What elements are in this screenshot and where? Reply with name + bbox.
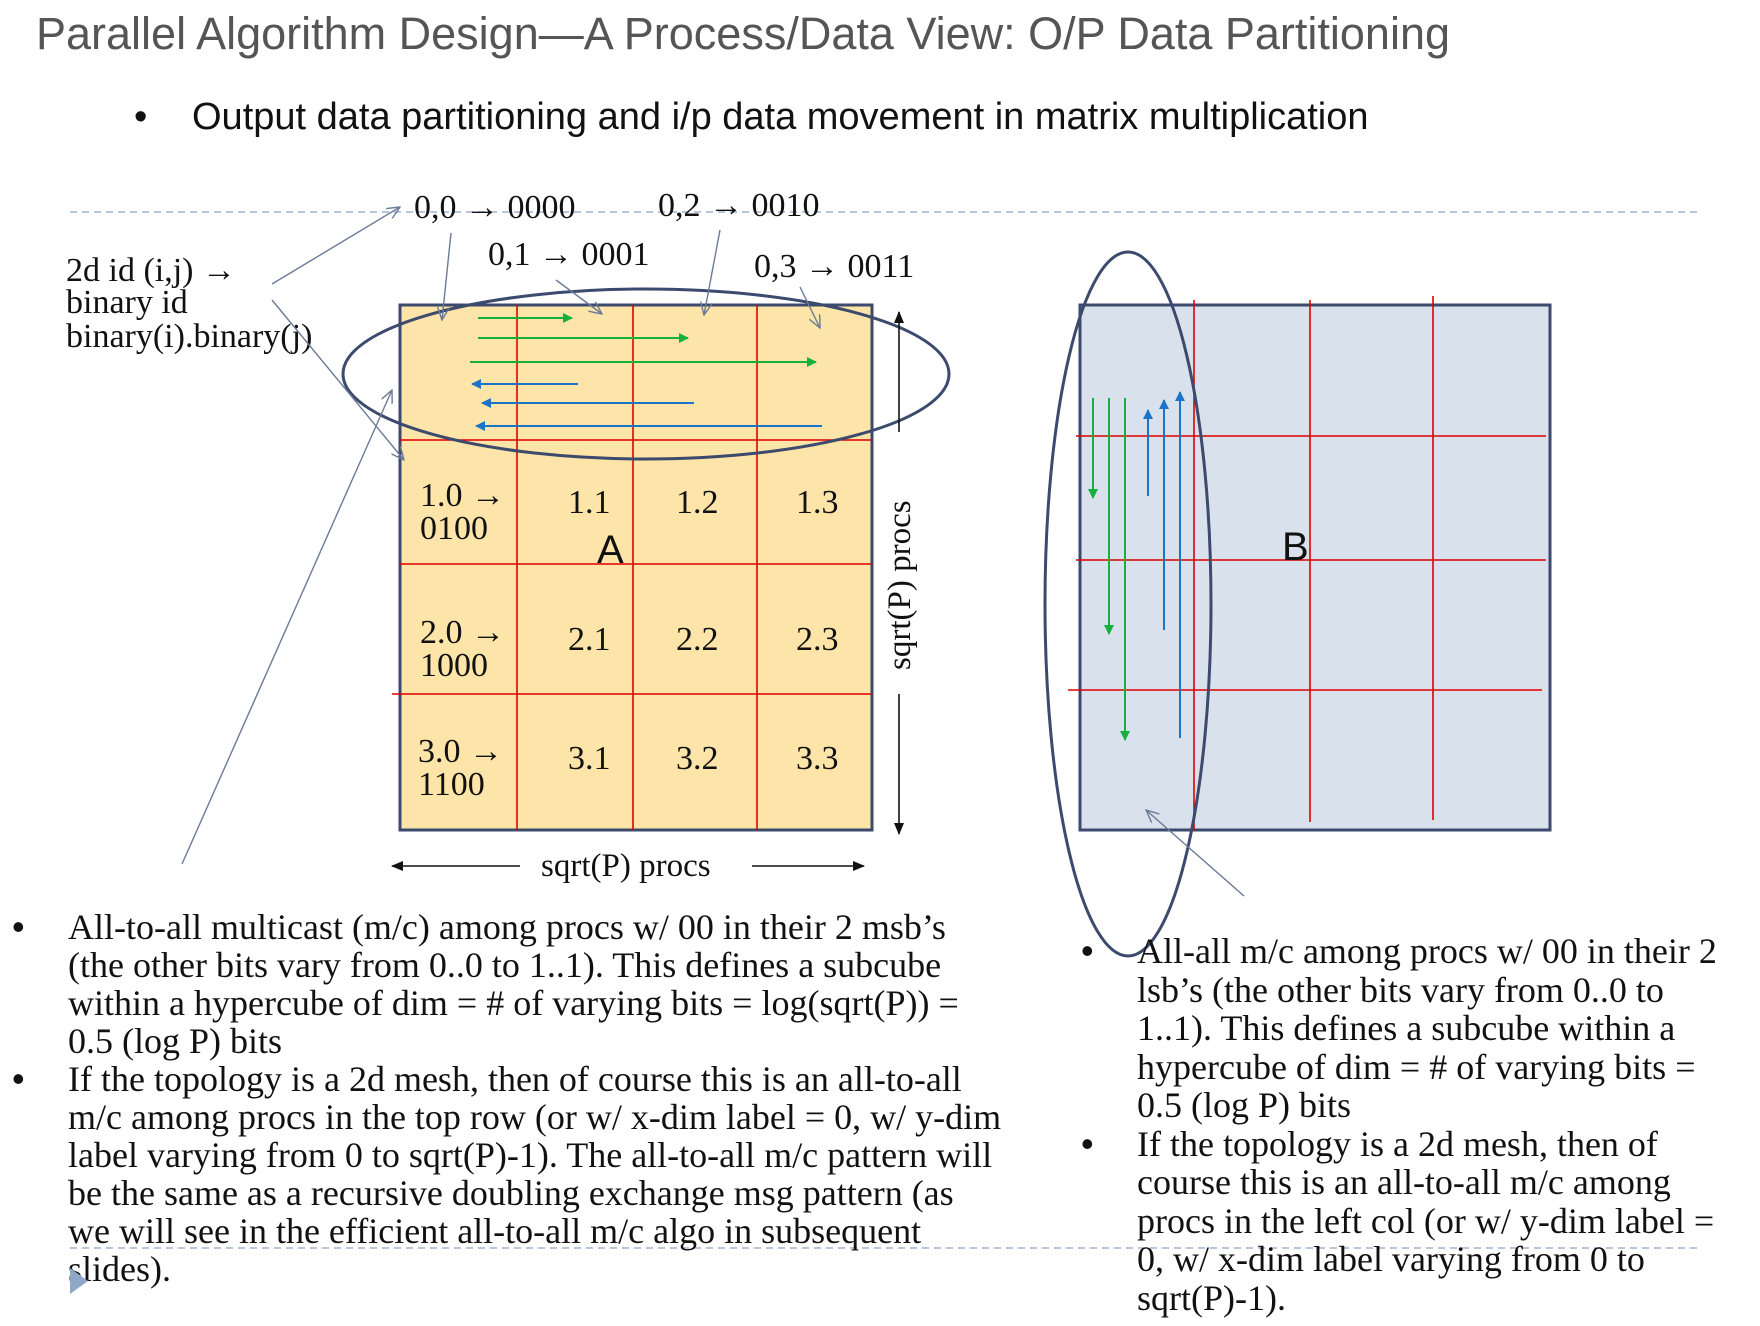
top-label-03: 0,3 → 0011: [754, 248, 914, 285]
callout-arrow: [704, 229, 721, 315]
bullet-dot: •: [1081, 1122, 1094, 1164]
cell-1-2: 1.2: [676, 484, 719, 521]
column-exchange-arrows: [1088, 391, 1185, 741]
callout-arrow: [799, 286, 820, 328]
callout-arrow: [271, 207, 400, 285]
left-bullet-text: All-to-all multicast (m/c) among procs w…: [68, 907, 959, 1061]
id-mapping-line: 2d id (i,j) →: [66, 252, 236, 289]
cell-binary-id: 0100: [420, 510, 488, 547]
vertical-dimension: sqrt(P) procs: [882, 311, 918, 835]
cell-3-2: 3.2: [676, 740, 719, 777]
cell-1-3: 1.3: [796, 484, 839, 521]
vertical-axis-label: sqrt(P) procs: [882, 500, 918, 670]
bullet-dot: •: [1081, 930, 1094, 971]
callout-arrow: [442, 232, 452, 320]
cell-binary-id: 1100: [418, 766, 485, 803]
right-bullet-text: If the topology is a 2d mesh, then of co…: [1137, 1123, 1715, 1318]
right-bullet-item: • If the topology is a 2d mesh, then of c…: [1081, 1123, 1747, 1318]
cell-2-0: 2.0 → 1000: [420, 614, 505, 684]
callout-arrow: [1146, 810, 1245, 897]
row-exchange-arrows: [470, 313, 822, 431]
cell-3-1: 3.1: [568, 740, 611, 777]
matrix-b-label: B: [1282, 525, 1309, 569]
top-row-labels: 0,0 → 0000 0,1 → 0001 0,2 → 0010 0,3 → 0…: [414, 187, 914, 285]
right-bullet-list: • All-all m/c among procs w/ 00 in their …: [1081, 931, 1747, 1318]
callout-arrow: [181, 390, 392, 865]
matrix-a-label: A: [597, 528, 624, 572]
left-bullet-list: • All-to-all multicast (m/c) among procs …: [12, 907, 1003, 1289]
top-label-00: 0,0 → 0000: [414, 189, 576, 226]
horizontal-axis-label: sqrt(P) procs: [541, 848, 711, 884]
matrix-b-body: [1078, 303, 1552, 832]
cell-binary-id: 1000: [420, 647, 488, 684]
right-bullet-item: • All-all m/c among procs w/ 00 in their …: [1081, 931, 1747, 1125]
slide-corner-marker: [70, 1268, 88, 1294]
cell-3-0: 3.0 → 1100: [418, 733, 503, 803]
matrix-b: [1068, 296, 1552, 832]
top-row-ellipse: [341, 287, 951, 461]
top-label-02: 0,2 → 0010: [658, 187, 820, 224]
matrix-a: [392, 303, 874, 832]
cell-2-2: 2.2: [676, 621, 719, 658]
right-bullet-text: All-all m/c among procs w/ 00 in their 2…: [1137, 931, 1717, 1125]
left-bullet-item: • All-to-all multicast (m/c) among procs …: [12, 907, 1003, 1061]
matrix-a-cells: 1.0 → 0100 2.0 → 1000 3.0 → 1100 1.1 1.2 1.…: [418, 477, 839, 803]
top-label-01: 0,1 → 0001: [488, 236, 650, 273]
cell-2-1: 2.1: [568, 621, 611, 658]
subtitle-text: Output data partitioning and i/p data mo…: [192, 96, 1369, 138]
id-mapping-note: 2d id (i,j) → binary id binary(i).binary…: [66, 252, 312, 355]
callout-arrow: [555, 279, 602, 314]
callout-arrows: [181, 207, 1245, 897]
left-bullet-item: • If the topology is a 2d mesh, then of c…: [12, 1059, 1003, 1289]
bullet-dot: •: [12, 1058, 25, 1099]
id-mapping-line: binary(i).binary(j): [66, 318, 312, 355]
cell-1-0: 1.0 → 0100: [420, 477, 505, 547]
cell-3-3: 3.3: [796, 740, 839, 777]
left-column-ellipse: [1043, 250, 1213, 958]
matrix-a-body: [398, 303, 874, 832]
cell-1-1: 1.1: [568, 484, 611, 521]
bullet-dot: •: [12, 906, 25, 947]
slide-title: Parallel Algorithm Design—A Process/Data…: [36, 8, 1451, 59]
horizontal-dimension: sqrt(P) procs: [391, 848, 865, 884]
id-mapping-line: binary id: [66, 284, 188, 321]
callout-arrow: [271, 299, 404, 460]
cell-2-3: 2.3: [796, 621, 839, 658]
bullet-dot: •: [134, 96, 148, 138]
left-bullet-text: If the topology is a 2d mesh, then of co…: [68, 1059, 1002, 1289]
